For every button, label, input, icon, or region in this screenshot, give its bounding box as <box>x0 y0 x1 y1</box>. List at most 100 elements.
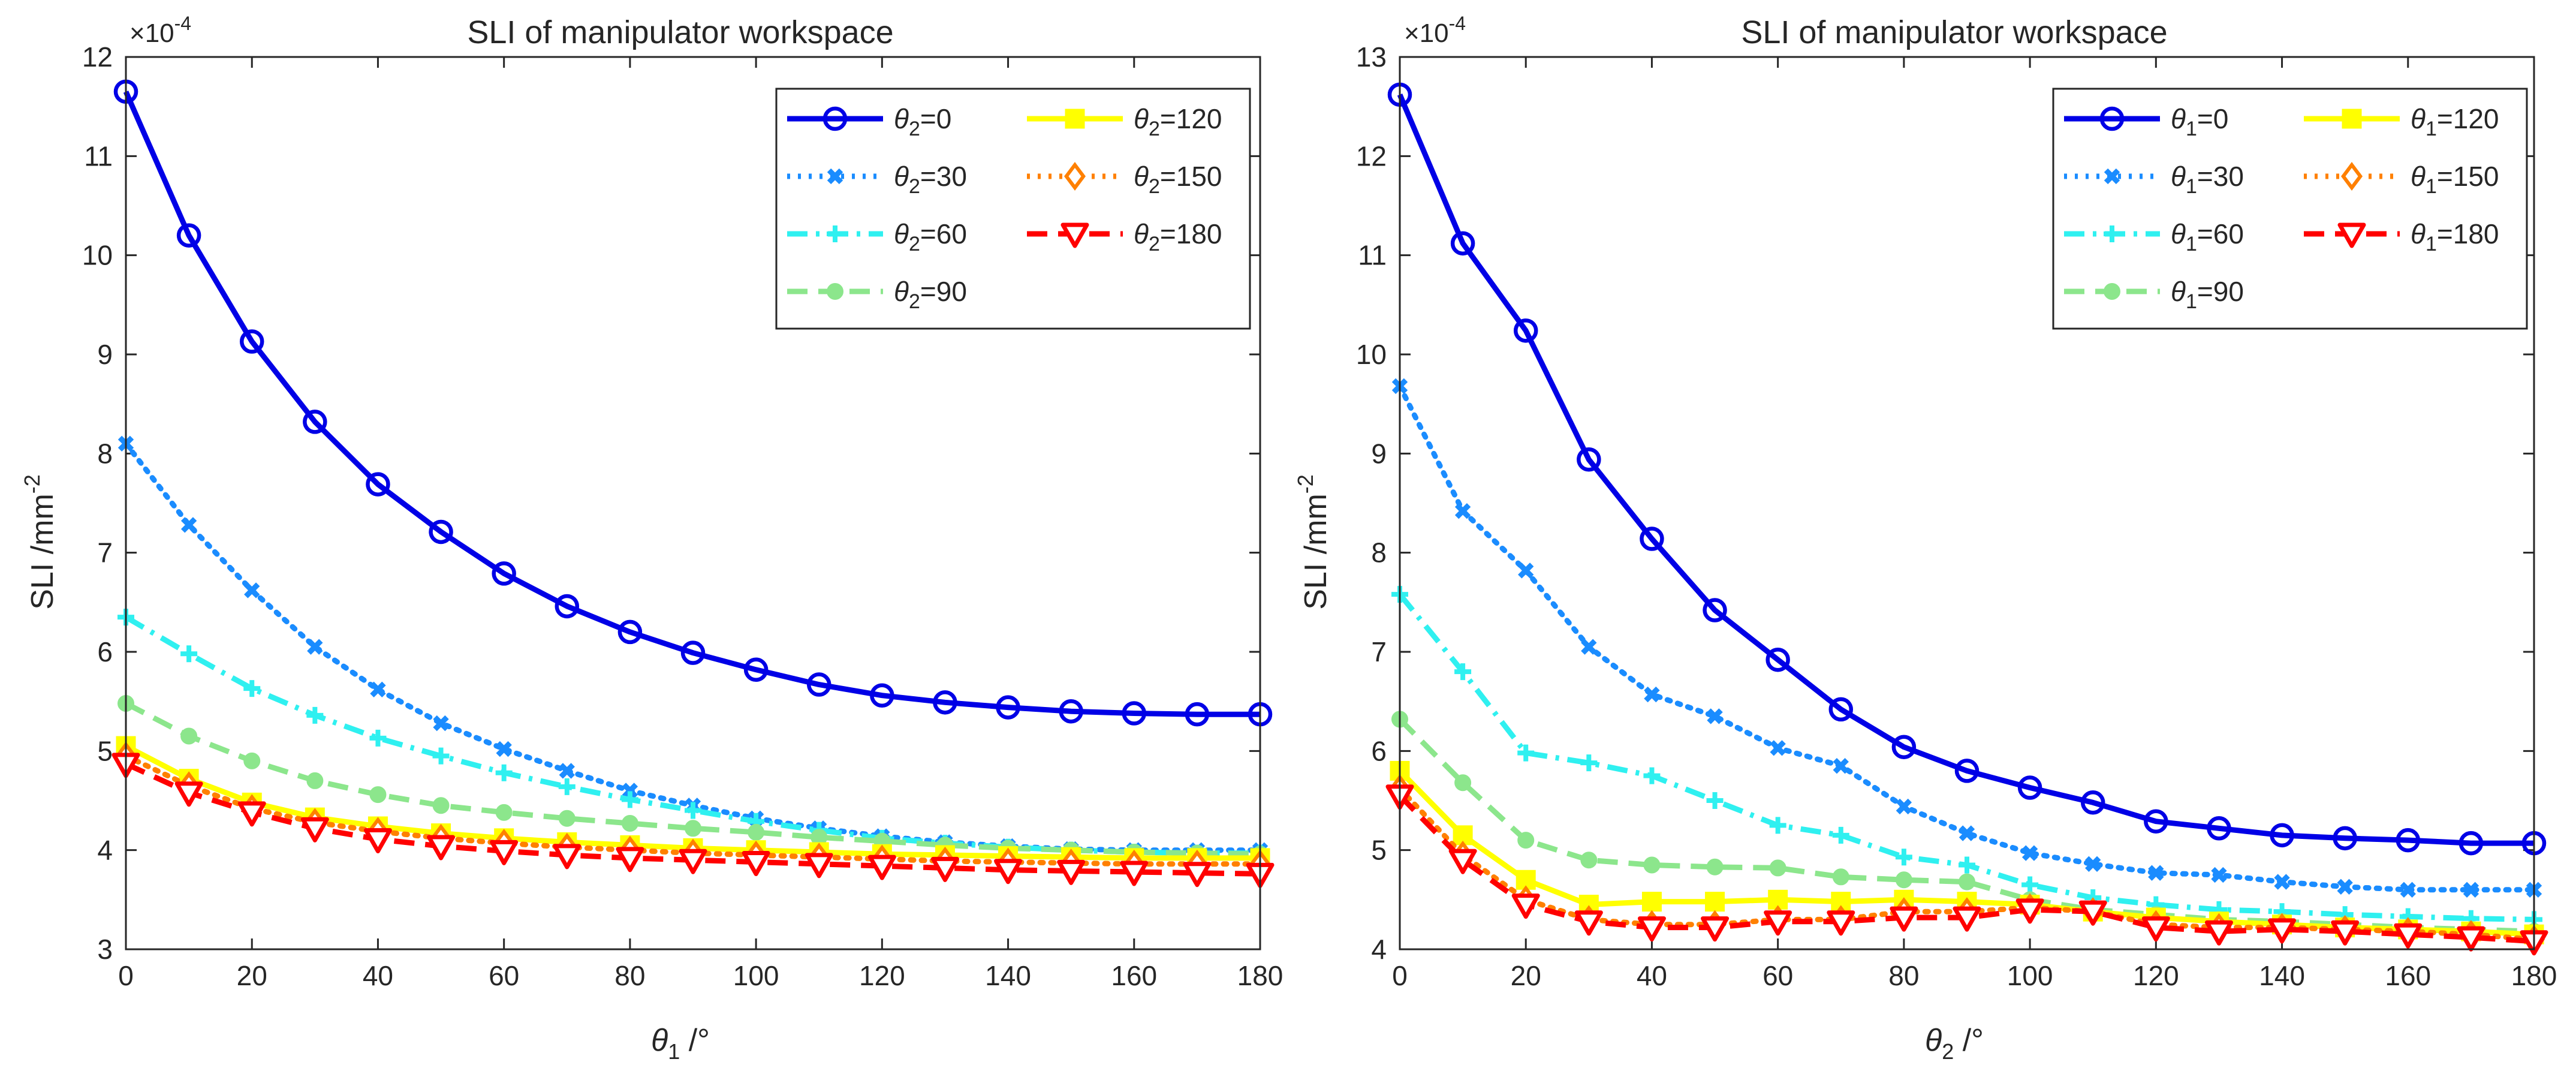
plus-marker <box>2021 876 2039 894</box>
dot-marker <box>495 804 513 821</box>
circle-marker <box>2144 809 2168 834</box>
circle-marker <box>806 672 831 697</box>
square-marker <box>1705 892 1725 912</box>
x-tick-label: 60 <box>489 960 519 991</box>
triangle-marker <box>363 828 392 853</box>
triangle-marker <box>2457 926 2485 952</box>
triangle-marker <box>1953 906 1981 932</box>
y-axis-label: SLI /mm-2 <box>20 474 60 610</box>
legend-label: θ2=0 <box>894 103 951 140</box>
legend-item: θ1=120 <box>2304 103 2499 140</box>
x-tick-label: 180 <box>1237 960 1284 991</box>
x-tick-label: 40 <box>1637 960 1667 991</box>
triangle-marker <box>427 835 456 861</box>
plus-marker <box>369 729 387 747</box>
circle-marker <box>1059 699 1083 724</box>
plus-marker <box>2104 225 2120 242</box>
x-marker <box>827 168 843 185</box>
y-ticks: 4 5 6 7 8 9 10 11 12 13 <box>1356 41 2534 965</box>
legend-label: θ2=30 <box>894 161 967 198</box>
y-ticks: 3 4 5 6 7 8 9 10 11 12 <box>82 41 1260 965</box>
triangle-marker <box>1120 861 1149 886</box>
plus-marker <box>1517 744 1535 762</box>
legend-label: θ2=180 <box>1134 218 1222 255</box>
plus-marker <box>1769 817 1786 834</box>
legend-label: θ2=150 <box>1134 161 1222 198</box>
legend-label: θ1=60 <box>2171 218 2244 255</box>
x-marker <box>1770 740 1786 756</box>
square-marker <box>2342 109 2362 129</box>
triangle-marker <box>805 853 833 879</box>
x-marker <box>2463 882 2479 898</box>
triangle-marker <box>1890 906 1918 932</box>
circle-marker <box>429 519 453 544</box>
circle-marker <box>303 410 327 434</box>
x-marker <box>2400 882 2416 898</box>
square-marker <box>1641 892 1662 912</box>
x-ticks: 0 20 40 60 80 100 120 140 160 180 <box>1392 57 2557 991</box>
y-tick-label: 8 <box>97 438 113 469</box>
triangle-marker <box>1574 910 1603 936</box>
x-marker <box>622 783 638 799</box>
dot-marker <box>2104 283 2120 300</box>
y-tick-label: 12 <box>1356 140 1387 172</box>
y-tick-label: 7 <box>1371 636 1387 667</box>
plus-marker <box>1580 754 1598 772</box>
legend-label: θ2=60 <box>894 218 967 255</box>
triangle-marker <box>1511 894 1540 919</box>
legend-item: θ1=60 <box>2064 218 2244 255</box>
dot-marker <box>685 820 701 837</box>
circle-marker <box>2017 775 2042 800</box>
legend-item: θ1=30 <box>2064 161 2244 198</box>
dot-marker <box>1706 858 1724 876</box>
circle-marker <box>870 683 894 708</box>
x-tick-label: 120 <box>2133 960 2179 991</box>
x-tick-label: 60 <box>1762 960 1793 991</box>
circle-marker <box>2459 831 2484 856</box>
circle-marker <box>176 223 201 248</box>
legend-label: θ2=90 <box>894 276 967 313</box>
x-tick-label: 20 <box>237 960 267 991</box>
circle-marker <box>1954 759 1980 783</box>
triangle-marker <box>2078 900 2107 926</box>
legend-box <box>775 88 1251 330</box>
x-marker <box>307 639 323 655</box>
circle-marker <box>822 106 848 131</box>
y-tick-label: 3 <box>97 934 113 965</box>
triangle-marker <box>2394 923 2423 949</box>
plus-marker <box>621 791 638 808</box>
legend-label: θ1=90 <box>2171 276 2244 313</box>
plot-frame <box>125 56 1261 950</box>
dot-marker <box>621 815 638 832</box>
x-tick-label: 80 <box>1888 960 1919 991</box>
y-tick-label: 9 <box>97 339 113 370</box>
y-tick-label: 6 <box>1371 735 1387 766</box>
x-marker <box>2274 874 2290 890</box>
x-axis-label: θ1 /° <box>651 1023 710 1064</box>
x-tick-label: 160 <box>1111 960 1157 991</box>
x-marker <box>1896 798 1912 815</box>
circle-marker <box>933 690 957 715</box>
x-marker <box>2337 879 2353 895</box>
x-marker <box>433 715 449 732</box>
y-tick-label: 4 <box>1371 934 1387 965</box>
circle-marker <box>2099 106 2125 131</box>
x-axis-label: θ2 /° <box>1925 1023 1984 1064</box>
triangle-marker <box>2268 918 2297 944</box>
chart-right: SLI of manipulator workspace ×10-4 θ2 /°… <box>1293 13 2557 1064</box>
x-tick-label: 0 <box>118 960 134 991</box>
dot-marker <box>1832 868 1849 886</box>
plus-marker <box>243 680 261 697</box>
x-marker <box>1581 639 1597 655</box>
plus-marker <box>1832 826 1849 844</box>
legend-box <box>2052 88 2528 330</box>
dot-marker <box>306 772 324 789</box>
y-tick-label: 12 <box>82 41 113 73</box>
plus-marker <box>1895 849 1912 866</box>
legend-label: θ1=0 <box>2171 103 2228 140</box>
y-tick-label: 4 <box>97 835 113 866</box>
triangle-marker <box>742 851 770 877</box>
x-tick-label: 0 <box>1392 960 1408 991</box>
series-circle <box>113 79 1273 727</box>
dot-marker <box>1517 832 1535 849</box>
